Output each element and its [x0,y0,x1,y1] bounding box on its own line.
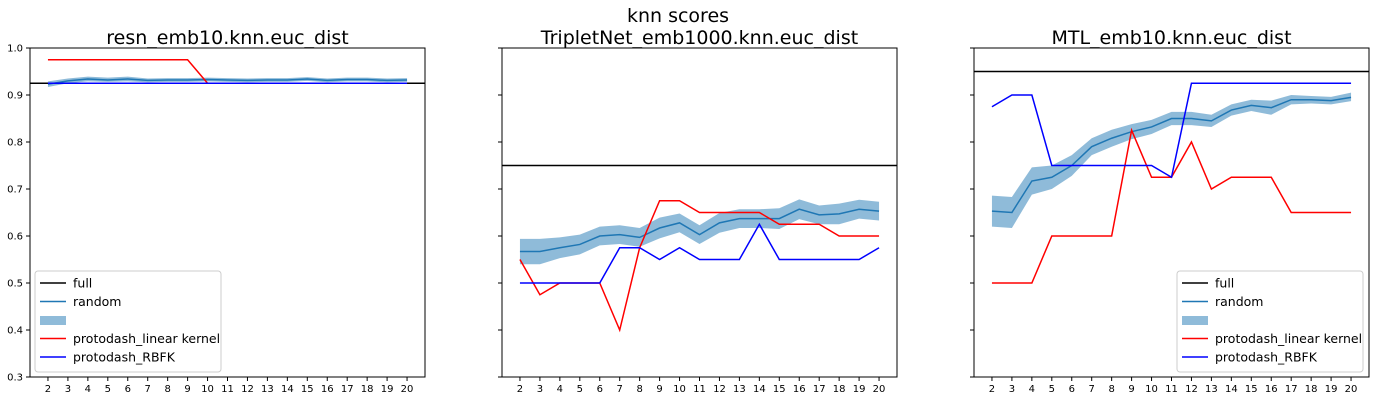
x-tick-label: 6 [597,384,603,395]
legend-box [1176,270,1364,373]
x-tick-label: 19 [1325,384,1338,395]
x-tick-label: 7 [617,384,623,395]
x-tick-label: 8 [1108,384,1114,395]
x-tick-label: 2 [989,384,995,395]
legend-band-swatch [1182,316,1208,325]
x-tick-label: 19 [853,384,866,395]
y-tick-label: 0.9 [7,91,23,102]
chart-panel-1: resn_emb10.knn.euc_dist 0.3 0.4 0.5 0.6 0.7 0.… [7,27,426,395]
x-tick-label: 11 [693,384,706,395]
x-tick-label: 10 [673,384,686,395]
legend-label: full [1215,276,1234,291]
legend-label: random [1215,294,1263,309]
x-tick-label: 6 [1069,384,1075,395]
x-tick-label: 6 [125,384,131,395]
panel-title: TripletNet_emb1000.knn.euc_dist [540,27,858,49]
x-tick-label: 20 [401,384,414,395]
chart-panels: resn_emb10.knn.euc_dist 0.3 0.4 0.5 0.6 0.7 0.… [7,27,1370,395]
x-tick-label: 13 [261,384,274,395]
x-tick-label: 13 [1205,384,1218,395]
x-tick-label: 7 [145,384,151,395]
x-tick-label: 15 [301,384,314,395]
x-tick-label: 17 [341,384,354,395]
y-tick-label: 1.0 [7,44,23,55]
x-tick-label: 17 [1285,384,1298,395]
x-tick-label: 10 [201,384,214,395]
random-std-band [519,199,880,265]
y-tick-label: 0.4 [7,326,23,337]
x-tick-label: 20 [873,384,886,395]
x-tick-label: 5 [577,384,583,395]
x-tick-label: 9 [1128,384,1134,395]
x-tick-label: 12 [713,384,726,395]
x-tick-label: 18 [1305,384,1318,395]
legend-label: protodash_RBFK [73,350,176,365]
random-series-line [519,208,880,253]
linear-series-line [991,127,1352,284]
x-tick-label: 18 [361,384,374,395]
legend-band-swatch [40,316,66,325]
legend-label: protodash_RBFK [1215,350,1318,365]
y-tick-label: 0.5 [7,279,23,290]
x-tick-label: 18 [833,384,846,395]
x-tick-label: 12 [1185,384,1198,395]
x-tick-label: 9 [656,384,662,395]
x-tick-label: 19 [381,384,394,395]
x-tick-label: 11 [1165,384,1178,395]
x-tick-label: 15 [1245,384,1258,395]
x-tick-label: 10 [1145,384,1158,395]
x-tick-label: 4 [557,384,563,395]
x-tick-label: 16 [793,384,806,395]
x-tick-label: 2 [45,384,51,395]
y-tick-label: 0.8 [7,138,23,149]
x-tick-label: 3 [1009,384,1015,395]
x-tick-label: 5 [105,384,111,395]
legend: full random protodash_linear kernel protoda… [34,270,222,373]
random-series-line [47,78,408,85]
legend-label: full [73,276,92,291]
x-tick-label: 5 [1049,384,1055,395]
x-tick-label: 3 [65,384,71,395]
x-tick-label: 9 [184,384,190,395]
x-tick-label: 16 [321,384,334,395]
rbfk-series-line [991,82,1352,179]
x-tick-label: 7 [1089,384,1095,395]
rbfk-series-line [519,222,880,284]
x-tick-label: 14 [1225,384,1238,395]
chart-panel-3: MTL_emb10.knn.euc_dist 2 3 4 5 6 7 8 9 10 11 12 13 14… [970,27,1370,395]
random-std-band [991,92,1352,229]
x-tick-label: 13 [733,384,746,395]
random-series-line [991,96,1352,214]
y-tick-label: 0.7 [7,185,23,196]
x-tick-label: 11 [221,384,234,395]
x-tick-label: 8 [164,384,170,395]
legend: full random protodash_linear kernel protoda… [1176,270,1364,373]
y-tick-label: 0.3 [7,373,23,384]
x-tick-label: 12 [241,384,254,395]
y-tick-label: 0.6 [7,232,23,243]
x-tick-label: 4 [85,384,91,395]
legend-label: random [73,294,121,309]
x-tick-label: 2 [517,384,523,395]
figure-suptitle: knn scores [627,5,729,27]
panel-title: MTL_emb10.knn.euc_dist [1051,27,1291,49]
x-tick-label: 14 [281,384,294,395]
x-tick-label: 3 [537,384,543,395]
panel-title: resn_emb10.knn.euc_dist [106,27,349,49]
x-tick-label: 14 [753,384,766,395]
x-tick-label: 15 [773,384,786,395]
x-tick-label: 17 [813,384,826,395]
legend-box [34,270,222,373]
x-tick-label: 8 [636,384,642,395]
random-std-band [47,76,408,88]
x-tick-label: 16 [1265,384,1278,395]
x-tick-label: 20 [1345,384,1358,395]
legend-label: protodash_linear kernel [1215,331,1362,346]
legend-label: protodash_linear kernel [73,331,220,346]
x-tick-label: 4 [1029,384,1035,395]
